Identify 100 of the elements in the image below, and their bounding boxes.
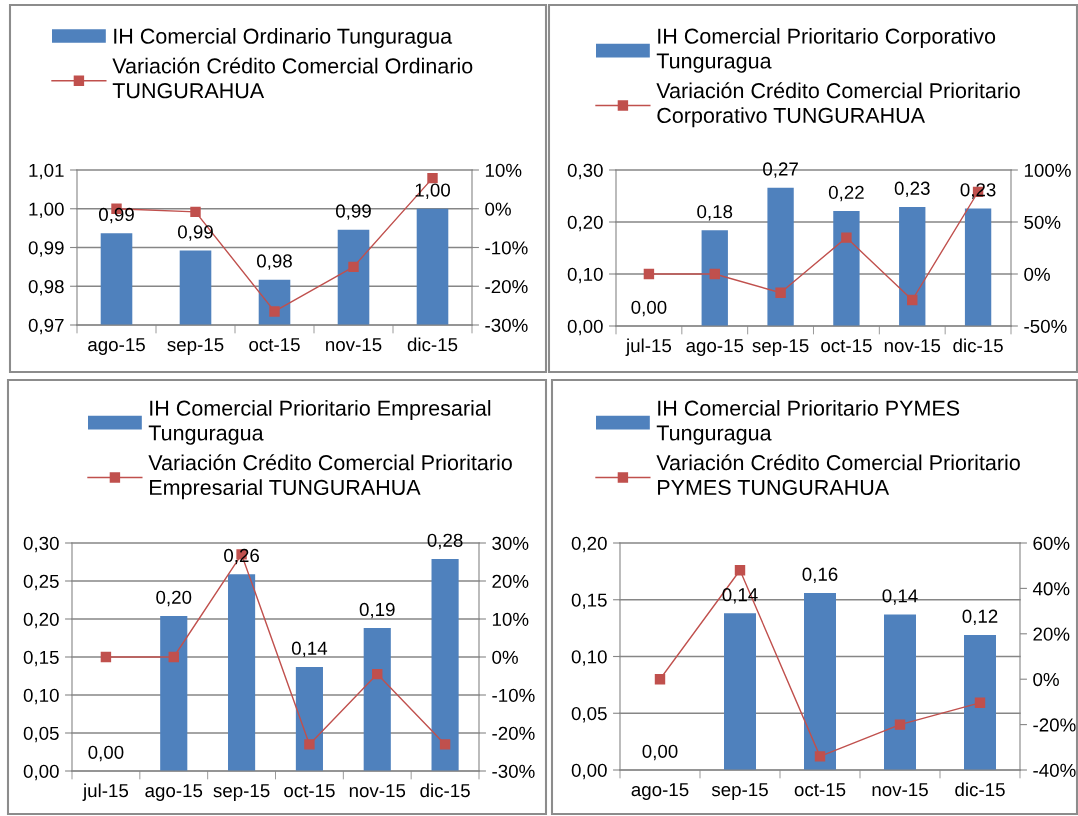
y2-tick-label: 100%	[1024, 163, 1071, 177]
data-label: 0,99	[335, 204, 371, 220]
x-tick-label: sep-15	[213, 784, 270, 801]
x-tick-label: oct-15	[284, 784, 335, 798]
bar	[899, 206, 926, 326]
bar	[701, 230, 728, 326]
bar	[295, 666, 323, 771]
y2-tick-label: 20%	[492, 574, 529, 588]
bar	[767, 187, 794, 326]
y2-tick-label: -20%	[485, 279, 528, 294]
data-label: 0,12	[962, 609, 998, 626]
y2-tick-label: -50%	[1024, 319, 1067, 333]
point	[654, 673, 666, 685]
y-tick-label: 0,97	[28, 318, 64, 335]
data-label: 0,28	[427, 533, 463, 550]
data-label: 0,98	[256, 254, 292, 270]
bar	[804, 592, 836, 770]
x-tick-label: ago-15	[145, 784, 203, 801]
legend-label: IH Comercial Ordinario Tunguragua	[114, 28, 453, 49]
bar	[363, 628, 391, 771]
y2-tick-label: 0%	[492, 650, 518, 664]
y-tick-label: 0,10	[571, 650, 607, 666]
x-tick-label: nov-15	[349, 784, 406, 798]
point	[190, 206, 201, 218]
data-label: 0,18	[697, 205, 733, 221]
point	[304, 739, 315, 750]
data-label: 0,99	[98, 207, 134, 224]
data-label: 0,20	[156, 590, 192, 607]
data-label: 0,16	[802, 567, 838, 584]
bar	[228, 574, 256, 771]
point	[269, 306, 280, 317]
y2-tick-label: -30%	[485, 318, 528, 332]
y2-tick-label: -30%	[492, 764, 535, 778]
data-label: 0,22	[828, 185, 864, 202]
y-tick-label: 0,15	[571, 593, 607, 609]
data-label: 0,14	[882, 589, 918, 605]
point	[372, 668, 383, 680]
x-tick-label: oct-15	[794, 783, 846, 797]
y-tick-label: 0,00	[567, 319, 603, 336]
y-tick-label: 1,00	[29, 202, 64, 218]
y-tick-label: 0,98	[28, 279, 64, 296]
data-label: 0,23	[894, 181, 930, 198]
legend-label: Variación Crédito Comercial Prioritario Empresarial TUNGURAHUA	[148, 454, 512, 500]
legend-label: IH Comercial Prioritario Corporativo Tunguragua	[656, 28, 996, 73]
point	[643, 268, 655, 280]
point	[974, 697, 986, 709]
y2-tick-label: 10%	[485, 163, 522, 177]
point	[348, 261, 359, 273]
y2-tick-label: 30%	[492, 536, 529, 550]
y-tick-label: 0,30	[23, 536, 59, 553]
data-label: 0,27	[763, 162, 798, 178]
y2-tick-label: -20%	[1033, 718, 1076, 732]
x-tick-label: ago-15	[631, 783, 689, 800]
x-tick-label: oct-15	[821, 339, 872, 353]
bar	[724, 613, 756, 770]
x-tick-label: nov-15	[872, 783, 928, 797]
x-tick-label: oct-15	[249, 338, 300, 352]
legend-label: IH Comercial Prioritario Empresarial Tunguragua	[148, 400, 491, 445]
bar	[964, 208, 992, 326]
data-label: 0,00	[631, 300, 667, 317]
point	[427, 172, 438, 184]
data-label: 0,00	[88, 745, 124, 762]
point	[814, 751, 826, 762]
bar	[833, 211, 860, 326]
data-label: 0,99	[177, 225, 213, 241]
y-tick-label: 0,10	[23, 688, 59, 705]
point	[734, 565, 746, 576]
y-tick-label: 0,25	[23, 574, 59, 591]
x-tick-label: dic-15	[420, 783, 470, 798]
y2-tick-label: 0%	[1024, 267, 1050, 281]
legend-label: Variación Crédito Comercial Prioritario PYMES TUNGURAHUA	[656, 454, 1020, 496]
x-tick-label: sep-15	[167, 338, 224, 355]
y2-tick-label: -40%	[1033, 763, 1076, 777]
y2-tick-label: 0%	[1033, 672, 1059, 687]
x-tick-label: jul-15	[82, 783, 129, 801]
y2-tick-label: -20%	[492, 726, 535, 740]
point	[894, 719, 906, 730]
bar	[964, 634, 996, 770]
y-tick-label: 1,01	[29, 163, 64, 180]
y2-tick-label: 0%	[485, 202, 511, 216]
x-tick-label: dic-15	[955, 782, 1005, 797]
x-tick-label: sep-15	[711, 783, 768, 800]
point	[907, 294, 918, 306]
legend-label: Variación Crédito Comercial Prioritario Corporativo TUNGURAHUA	[656, 82, 1020, 128]
y-tick-label: 0,99	[28, 241, 64, 257]
bar	[160, 615, 188, 771]
point	[100, 651, 112, 663]
y-tick-label: 0,20	[571, 536, 607, 553]
x-tick-label: sep-15	[752, 339, 809, 356]
bar	[431, 558, 459, 771]
y-tick-label: 0,20	[23, 612, 59, 629]
x-tick-label: jul-15	[625, 338, 672, 356]
y-tick-label: 0,30	[567, 163, 603, 180]
y2-tick-label: -10%	[492, 688, 535, 702]
y-tick-label: 0,00	[23, 764, 59, 781]
x-tick-label: ago-15	[686, 339, 744, 356]
point	[168, 651, 179, 663]
data-label: 0,19	[359, 602, 395, 619]
x-tick-label: dic-15	[953, 338, 1003, 353]
x-tick-label: ago-15	[88, 338, 145, 355]
